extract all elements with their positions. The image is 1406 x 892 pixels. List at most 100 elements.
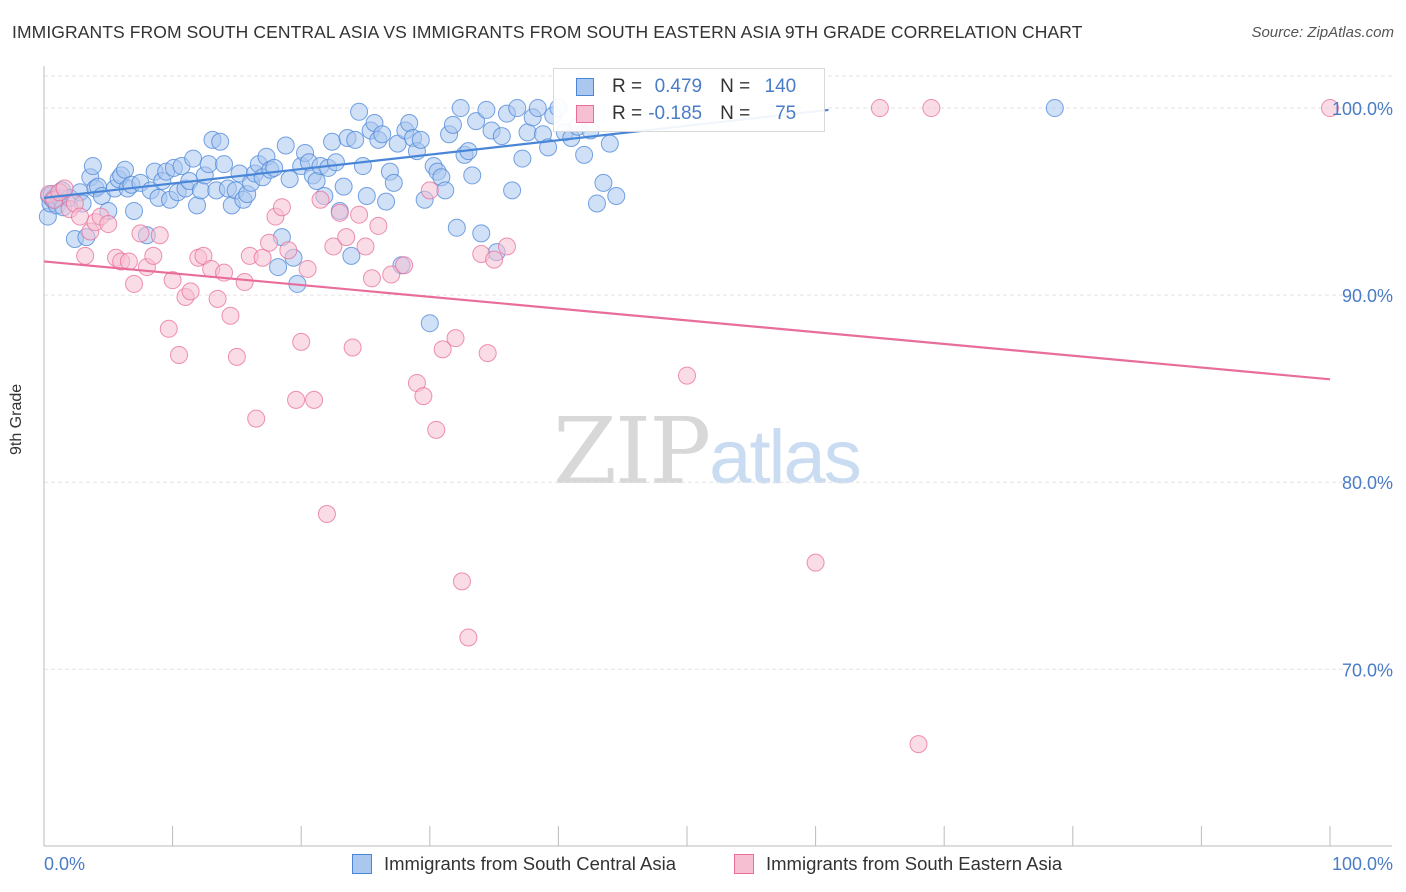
data-point — [199, 155, 218, 174]
data-point — [433, 340, 452, 359]
data-point — [485, 250, 504, 269]
data-point — [159, 319, 178, 338]
data-point — [215, 155, 234, 174]
data-point — [436, 181, 455, 200]
data-point — [369, 216, 388, 235]
watermark-atlas: atlas — [709, 415, 862, 500]
source-label: Source: ZipAtlas.com — [1251, 24, 1394, 41]
y-axis-label: 9th Grade — [8, 383, 25, 455]
data-point — [287, 390, 306, 409]
data-point — [330, 203, 349, 222]
data-point — [1045, 99, 1064, 118]
legend-swatch-pink — [576, 105, 594, 123]
data-point — [350, 102, 369, 121]
data-point — [119, 252, 138, 271]
bottom-legend-swatch-blue — [352, 854, 372, 874]
data-point — [227, 347, 246, 366]
data-point — [131, 224, 150, 243]
legend-n-value: 75 — [775, 103, 797, 124]
legend-r-value: -0.185 — [648, 103, 703, 124]
data-point — [508, 99, 527, 118]
data-point — [326, 153, 345, 172]
data-point — [280, 170, 299, 189]
data-point — [323, 132, 342, 151]
bottom-legend-south-eastern-asia: Immigrants from South Eastern Asia — [734, 852, 1062, 876]
data-point — [922, 99, 941, 118]
data-point — [342, 246, 361, 265]
y-tick-label: 90.0% — [1342, 286, 1393, 306]
data-point — [443, 115, 462, 134]
data-point — [472, 224, 491, 243]
data-point — [870, 99, 889, 118]
series-1-points — [40, 99, 1339, 754]
data-point — [539, 138, 558, 157]
data-point — [260, 233, 279, 252]
data-point — [191, 181, 210, 200]
data-point — [513, 149, 532, 168]
data-point — [235, 273, 254, 292]
data-point — [150, 226, 169, 245]
x-tick-label-min: 0.0% — [44, 854, 85, 874]
data-point — [607, 186, 626, 205]
data-point — [343, 338, 362, 357]
data-point — [503, 181, 522, 200]
data-point — [587, 194, 606, 213]
data-point — [382, 265, 401, 284]
data-point — [497, 237, 516, 256]
data-point — [492, 127, 511, 146]
data-point — [337, 228, 356, 247]
data-point — [184, 149, 203, 168]
data-point — [305, 390, 324, 409]
data-point — [478, 344, 497, 363]
watermark: ZIPatlas — [553, 398, 862, 505]
data-point — [600, 134, 619, 153]
data-point — [324, 237, 343, 256]
data-point — [427, 420, 446, 439]
data-point — [71, 207, 90, 226]
bottom-legend-south-central-asia: Immigrants from South Central Asia — [352, 852, 676, 876]
data-point — [334, 177, 353, 196]
data-point — [298, 259, 317, 278]
trendlines — [43, 108, 1331, 381]
data-point — [447, 218, 466, 237]
data-point — [446, 329, 465, 348]
legend-row-south-central-asia: R = 0.479 N = 140 — [554, 74, 796, 100]
data-point — [276, 136, 295, 155]
data-point — [377, 192, 396, 211]
data-point — [125, 274, 144, 293]
legend-swatch-blue — [576, 78, 594, 96]
data-point — [528, 99, 547, 118]
data-point — [362, 269, 381, 288]
data-point — [678, 366, 696, 385]
legend-row-south-eastern-asia: R = -0.185 N = 75 — [554, 101, 796, 127]
data-point — [170, 345, 189, 364]
data-point — [307, 172, 326, 191]
data-point — [477, 100, 496, 119]
data-point — [350, 205, 369, 224]
y-tick-label: 70.0% — [1342, 660, 1393, 680]
chart-title: IMMIGRANTS FROM SOUTH CENTRAL ASIA VS IM… — [12, 22, 1083, 42]
data-point — [384, 173, 403, 192]
data-point — [317, 505, 336, 524]
data-point — [518, 123, 537, 142]
legend-n-value: 140 — [764, 76, 797, 97]
data-point — [208, 289, 227, 308]
legend-r-value: 0.479 — [654, 76, 703, 97]
data-point — [116, 160, 135, 179]
data-point — [414, 387, 433, 406]
data-point — [181, 282, 200, 301]
data-point — [373, 125, 392, 144]
data-point — [451, 99, 470, 118]
data-point — [459, 628, 478, 647]
data-point — [411, 130, 430, 149]
data-point — [269, 258, 288, 277]
tick-labels: 100.0% 90.0% 80.0% 70.0% 0.0% 100.0% — [44, 99, 1393, 874]
data-point — [806, 553, 825, 572]
data-point — [279, 241, 298, 260]
data-point — [400, 114, 419, 133]
data-point — [575, 145, 594, 164]
legend: R = 0.479 N = 140 R = -0.185 N = 75 — [553, 68, 825, 132]
data-point — [211, 132, 230, 151]
data-point — [356, 237, 375, 256]
